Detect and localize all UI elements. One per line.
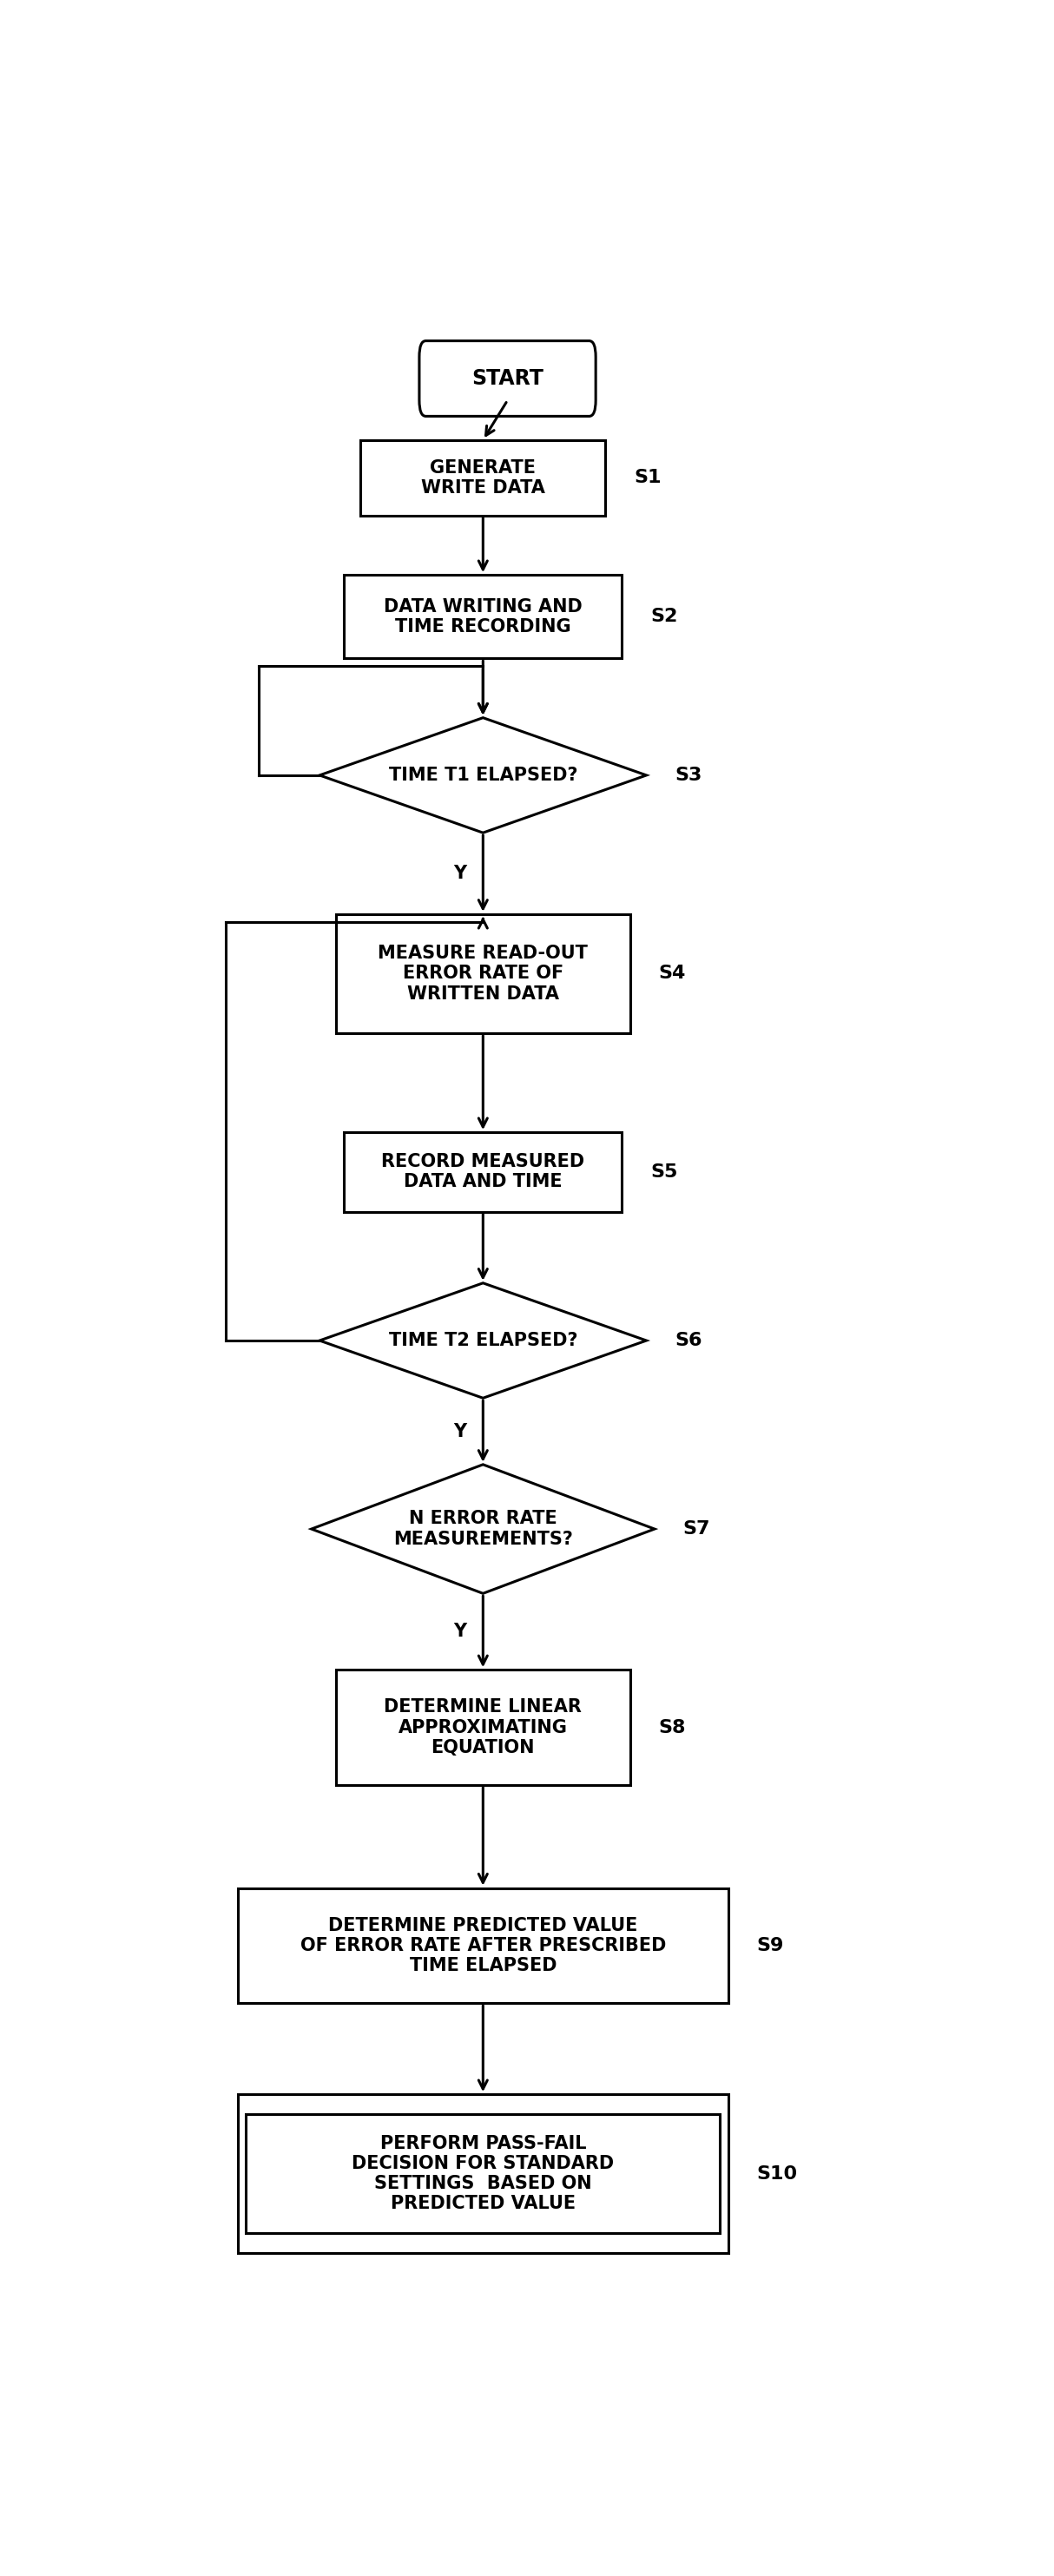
- Text: Y: Y: [453, 1623, 467, 1641]
- Text: PERFORM PASS-FAIL
DECISION FOR STANDARD
SETTINGS  BASED ON
PREDICTED VALUE: PERFORM PASS-FAIL DECISION FOR STANDARD …: [352, 2136, 614, 2213]
- Text: Y: Y: [453, 1422, 467, 1440]
- Text: S9: S9: [757, 1937, 784, 1955]
- Bar: [344, 574, 622, 659]
- Text: S8: S8: [659, 1718, 686, 1736]
- Text: MEASURE READ-OUT
ERROR RATE OF
WRITTEN DATA: MEASURE READ-OUT ERROR RATE OF WRITTEN D…: [378, 945, 588, 1002]
- Text: S1: S1: [635, 469, 662, 487]
- Text: S10: S10: [757, 2164, 798, 2182]
- Text: S6: S6: [675, 1332, 702, 1350]
- Bar: [336, 1669, 630, 1785]
- FancyBboxPatch shape: [419, 340, 596, 417]
- Polygon shape: [319, 719, 646, 832]
- Text: TIME T2 ELAPSED?: TIME T2 ELAPSED?: [389, 1332, 578, 1350]
- Bar: [336, 914, 630, 1033]
- Bar: [360, 440, 606, 515]
- Text: S3: S3: [675, 768, 702, 783]
- Bar: [247, 2115, 720, 2233]
- Text: DETERMINE LINEAR
APPROXIMATING
EQUATION: DETERMINE LINEAR APPROXIMATING EQUATION: [384, 1698, 582, 1757]
- Text: N ERROR RATE
MEASUREMENTS?: N ERROR RATE MEASUREMENTS?: [393, 1510, 572, 1548]
- Text: START: START: [471, 368, 544, 389]
- Bar: [344, 1133, 622, 1211]
- Bar: [238, 1888, 728, 2004]
- Text: GENERATE
WRITE DATA: GENERATE WRITE DATA: [421, 459, 545, 497]
- Text: Y: Y: [453, 866, 467, 881]
- Text: DETERMINE PREDICTED VALUE
OF ERROR RATE AFTER PRESCRIBED
TIME ELAPSED: DETERMINE PREDICTED VALUE OF ERROR RATE …: [300, 1917, 666, 1973]
- Polygon shape: [319, 1283, 646, 1399]
- Text: TIME T1 ELAPSED?: TIME T1 ELAPSED?: [389, 768, 578, 783]
- Text: S2: S2: [650, 608, 678, 626]
- Bar: [238, 2094, 728, 2254]
- Text: S7: S7: [683, 1520, 710, 1538]
- Polygon shape: [312, 1466, 655, 1595]
- Text: RECORD MEASURED
DATA AND TIME: RECORD MEASURED DATA AND TIME: [382, 1154, 585, 1190]
- Text: DATA WRITING AND
TIME RECORDING: DATA WRITING AND TIME RECORDING: [384, 598, 582, 636]
- Text: S4: S4: [659, 966, 686, 981]
- Text: S5: S5: [650, 1164, 678, 1180]
